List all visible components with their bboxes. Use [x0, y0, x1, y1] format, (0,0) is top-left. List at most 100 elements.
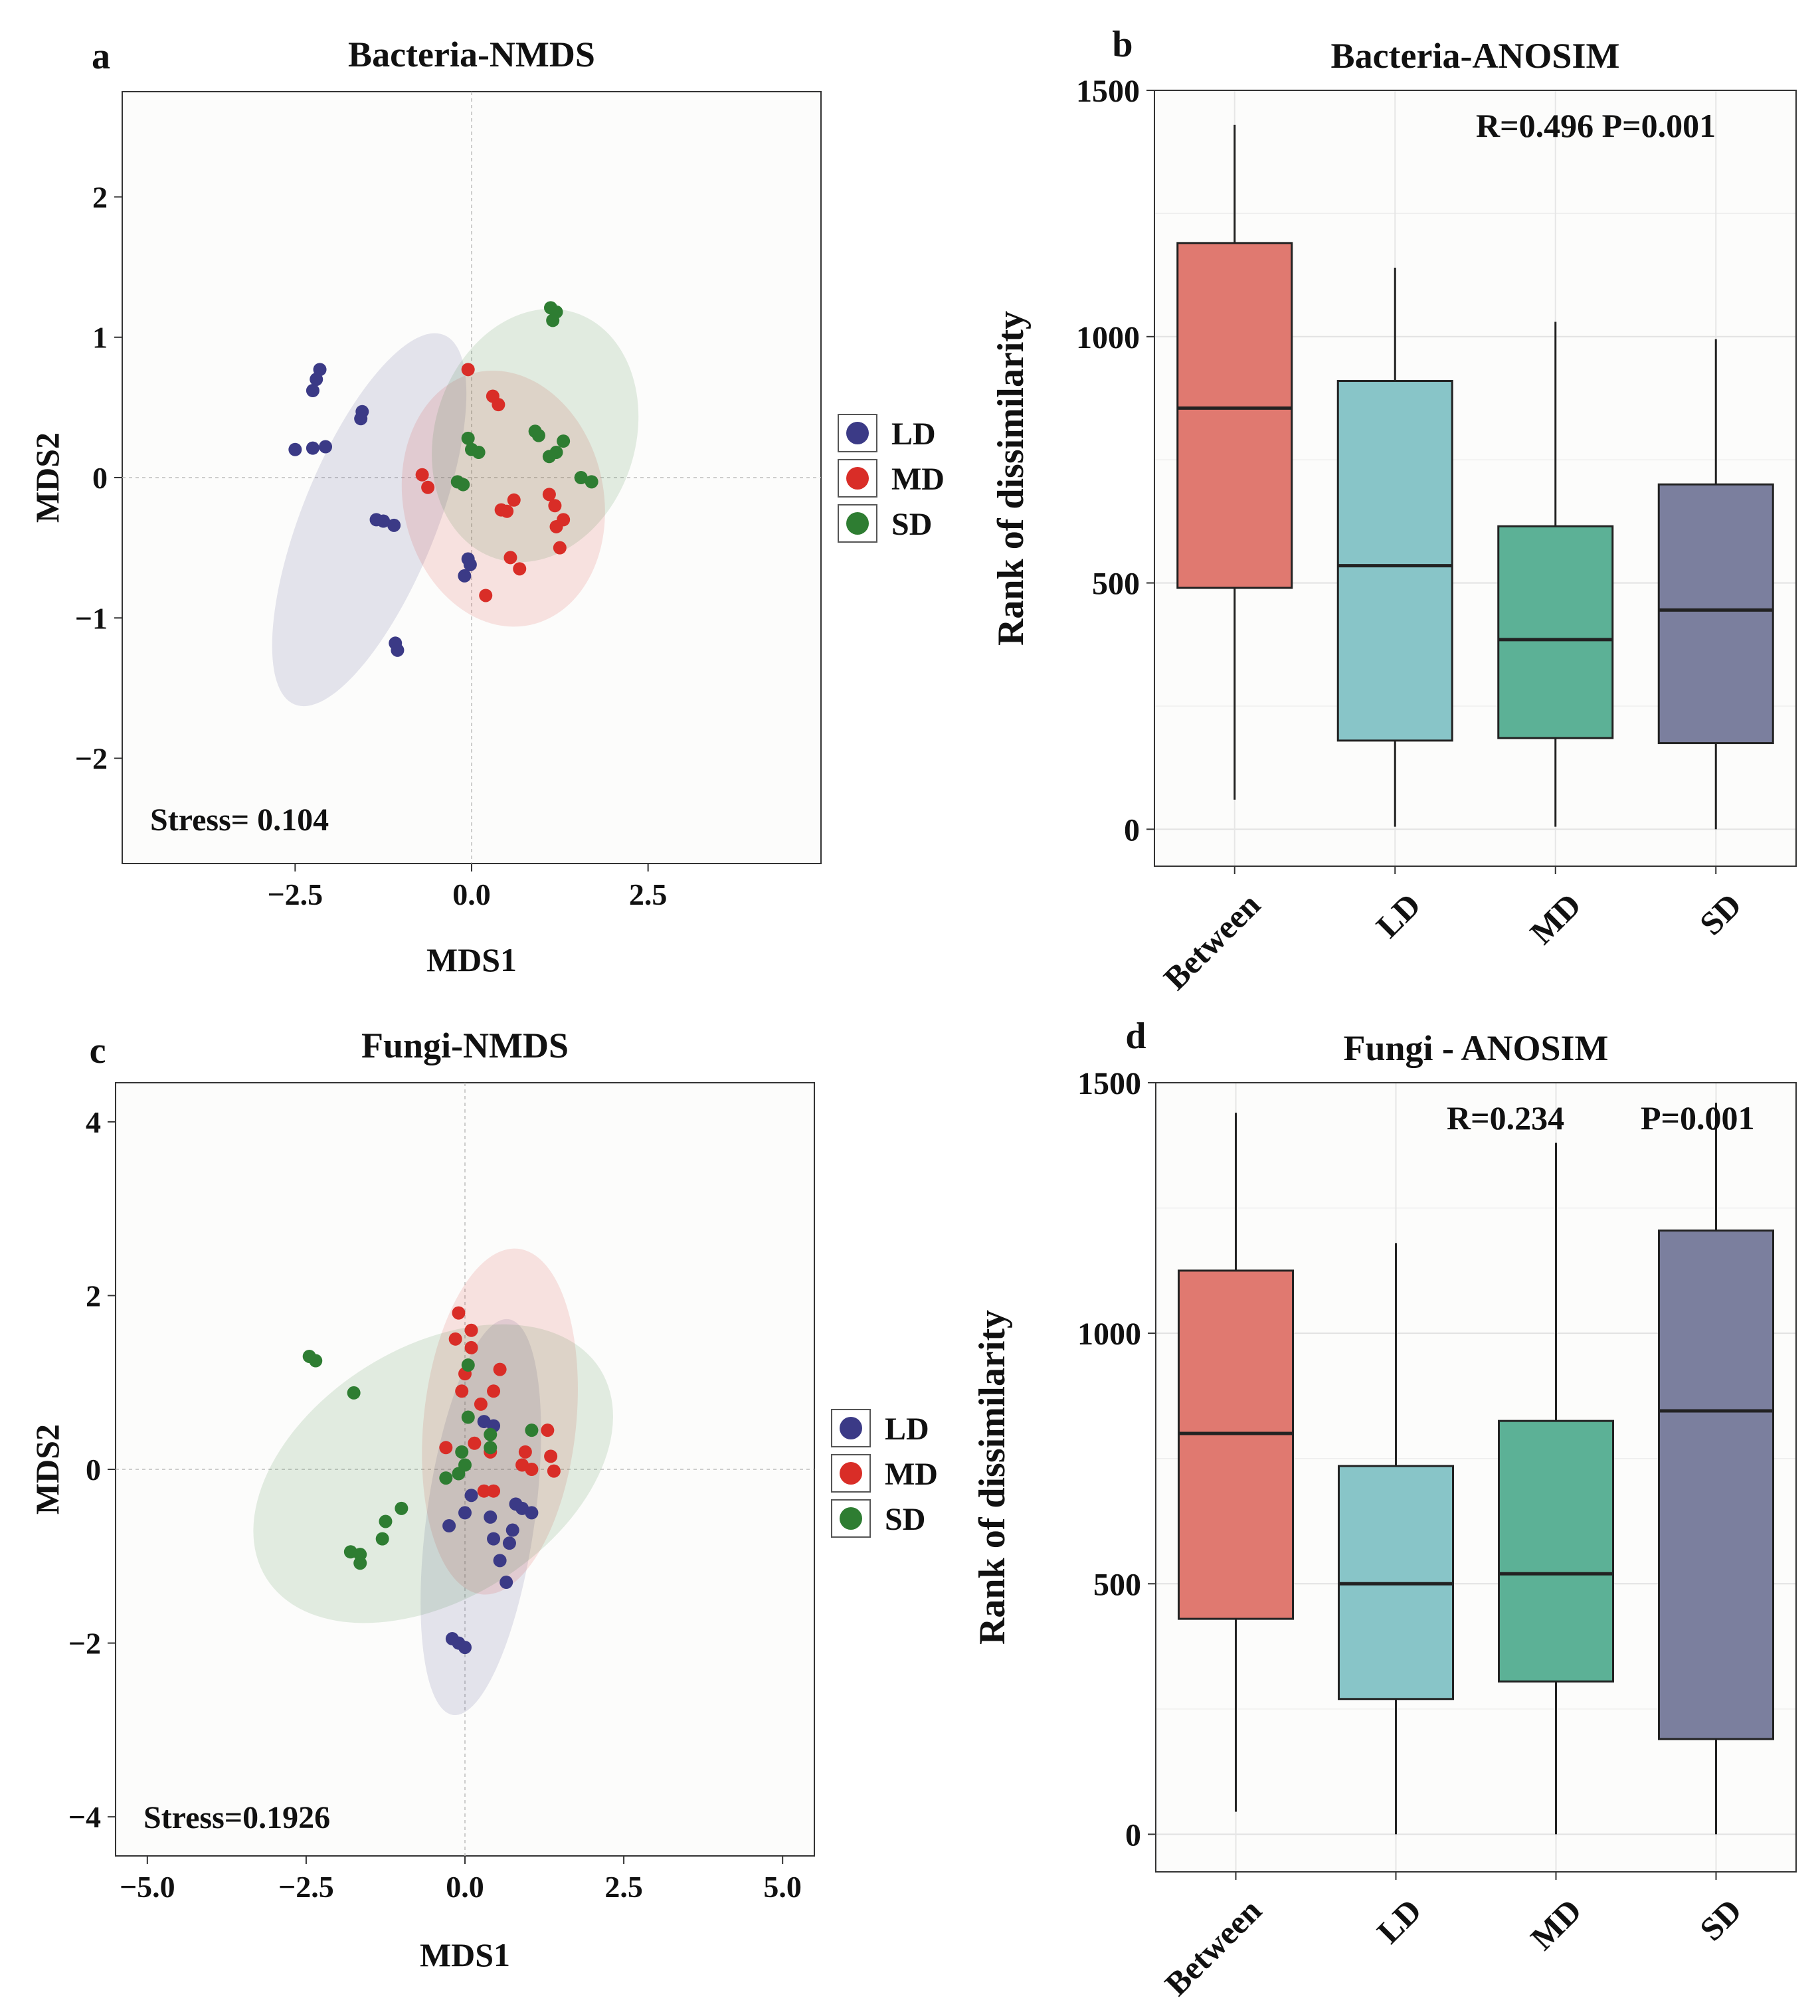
- panel-label-b: b: [1112, 24, 1133, 65]
- point-sd: [472, 445, 486, 459]
- y-tick-label: 0: [92, 461, 108, 495]
- x-axis-title: MDS1: [420, 1936, 510, 1973]
- point-md: [513, 562, 527, 576]
- point-sd: [395, 1501, 409, 1515]
- point-md: [477, 1484, 491, 1498]
- legend-key-sd: [846, 512, 869, 535]
- plot-border: [1154, 90, 1797, 867]
- y-tick-label: 1: [92, 321, 108, 355]
- chart-title: Bacteria-NMDS: [348, 35, 595, 74]
- legend: LD MD SD: [838, 414, 945, 543]
- point-sd: [542, 450, 556, 464]
- point-md: [487, 1484, 501, 1498]
- legend-label-sd: SD: [891, 507, 932, 542]
- box-iqr: [1657, 483, 1774, 745]
- point-sd: [484, 1441, 498, 1455]
- point-md: [493, 1362, 507, 1376]
- legend-label-sd: SD: [885, 1502, 925, 1537]
- box-iqr: [1498, 1420, 1614, 1683]
- ellipse-ld: [420, 1319, 541, 1716]
- panel-label-c: c: [90, 1030, 106, 1071]
- box-between: [1178, 1113, 1294, 1812]
- x-axis-title: MDS1: [426, 941, 517, 978]
- point-sd: [455, 1445, 469, 1459]
- legend-key-ld: [846, 422, 869, 444]
- legend-key-md: [846, 467, 869, 490]
- point-md: [474, 1397, 488, 1411]
- point-sd: [525, 1423, 539, 1437]
- legend-key-ld: [840, 1417, 862, 1439]
- point-md: [500, 504, 514, 518]
- point-ld: [458, 569, 472, 583]
- box-ld: [1336, 267, 1453, 827]
- chart-title: Fungi - ANOSIM: [1343, 1028, 1608, 1068]
- stress-annotation: Stress= 0.104: [150, 802, 329, 838]
- point-ld: [458, 1641, 472, 1655]
- point-sd: [484, 1427, 498, 1441]
- y-tick-label: 1500: [1077, 1066, 1141, 1101]
- stress-annotation: Stress=0.1926: [143, 1800, 330, 1835]
- point-sd: [557, 434, 571, 448]
- stat-annotation-0: R=0.234: [1447, 1099, 1564, 1137]
- legend-key-box: [831, 1499, 871, 1538]
- legend: LD MD SD: [831, 1409, 938, 1538]
- point-ld: [500, 1576, 513, 1590]
- box-iqr: [1658, 1230, 1774, 1740]
- x-tick-label-between: Between: [1158, 1892, 1269, 2003]
- point-sd: [353, 1556, 367, 1570]
- point-md: [542, 488, 556, 502]
- panel-b-bacteria-anosim: Bacteria-ANOSIM 0 500 1000 1500 Between LD MD SD…: [990, 36, 1797, 997]
- point-sd: [461, 1358, 475, 1372]
- legend-key-md: [840, 1462, 862, 1485]
- y-tick-label: 1000: [1076, 320, 1140, 355]
- point-sd: [309, 1354, 323, 1368]
- point-md: [487, 1384, 501, 1398]
- y-tick-label: −2: [68, 1627, 101, 1661]
- box-md: [1498, 1143, 1614, 1835]
- point-ld: [464, 1489, 478, 1503]
- y-tick-label: −2: [75, 742, 108, 776]
- y-tick-label: 500: [1092, 567, 1140, 602]
- point-sd: [461, 431, 475, 445]
- x-tick-label: 5.0: [763, 1870, 802, 1904]
- box-sd: [1657, 339, 1774, 830]
- chart-title: Fungi-NMDS: [361, 1026, 569, 1065]
- legend-label-md: MD: [885, 1457, 938, 1492]
- y-tick-label: −4: [68, 1800, 101, 1834]
- point-sd: [461, 1410, 475, 1424]
- y-axis-title: Rank of dissimilarity: [990, 311, 1032, 646]
- box-md: [1497, 321, 1614, 827]
- point-md: [415, 468, 429, 482]
- point-md: [464, 1323, 478, 1337]
- point-md: [503, 551, 517, 565]
- y-axis-title: MDS2: [29, 1424, 66, 1514]
- x-tick-label-md: MD: [1522, 886, 1588, 952]
- point-md: [452, 1306, 466, 1320]
- box-iqr: [1178, 1269, 1294, 1620]
- point-ld: [463, 557, 477, 571]
- point-ld: [458, 1506, 472, 1520]
- point-ld: [484, 1510, 498, 1524]
- point-sd: [546, 314, 560, 327]
- point-sd: [456, 478, 470, 492]
- point-sd: [439, 1471, 453, 1485]
- point-md: [439, 1441, 453, 1455]
- chart-title: Bacteria-ANOSIM: [1331, 36, 1620, 76]
- box-between: [1176, 124, 1293, 800]
- x-tick-label-ld: LD: [1370, 1892, 1429, 1951]
- box-iqr: [1176, 242, 1293, 589]
- x-tick-label: 2.5: [629, 877, 668, 911]
- point-ld: [502, 1536, 516, 1550]
- stat-annotation-1: P=0.001: [1641, 1099, 1755, 1137]
- point-ld: [354, 412, 368, 426]
- y-tick-label: 2: [86, 1279, 101, 1313]
- point-sd: [531, 428, 545, 442]
- y-tick-label: 4: [86, 1105, 101, 1139]
- y-tick-label: 2: [92, 180, 108, 214]
- point-md: [492, 398, 505, 412]
- box-iqr: [1336, 380, 1453, 742]
- x-tick-label: 0.0: [452, 877, 491, 911]
- point-ld: [487, 1532, 501, 1546]
- x-tick-label: −2.5: [278, 1870, 334, 1904]
